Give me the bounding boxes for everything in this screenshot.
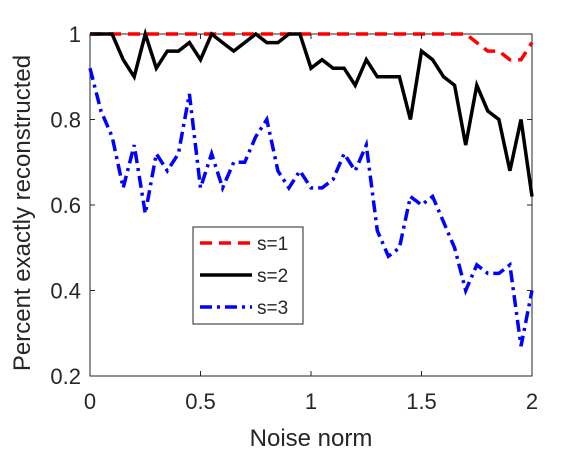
series-line-2: [90, 27, 534, 197]
y-tick-label: 1: [69, 22, 81, 47]
x-axis-label: Noise norm: [250, 425, 373, 452]
x-tick-label: 2: [526, 389, 538, 414]
legend: s=1 s=2 s=3: [192, 226, 304, 325]
y-tick-label: 0.2: [50, 364, 81, 389]
legend-label-2: s=2: [257, 266, 288, 287]
plot-area: 0 0.5 1 1.5 2 0.2 0.4 0.6 0.8 1: [50, 22, 538, 414]
x-tick-label: 0.5: [185, 389, 216, 414]
x-tick-label: 0: [84, 389, 96, 414]
x-tick-label: 1.5: [406, 389, 437, 414]
legend-label-3: s=3: [257, 298, 288, 319]
x-tick-label: 1: [305, 389, 317, 414]
axes-box: [89, 33, 533, 377]
y-tick-label: 0.6: [50, 193, 81, 218]
ticks-group: 0 0.5 1 1.5 2 0.2 0.4 0.6 0.8 1: [50, 22, 538, 414]
legend-entries: s=1 s=2 s=3: [200, 234, 288, 319]
legend-label-1: s=1: [257, 234, 288, 255]
series-line-3: [88, 67, 534, 347]
y-axis-label: Percent exactly reconstructed: [9, 55, 36, 371]
y-tick-label: 0.8: [50, 108, 81, 133]
y-tick-label: 0.4: [50, 279, 81, 304]
